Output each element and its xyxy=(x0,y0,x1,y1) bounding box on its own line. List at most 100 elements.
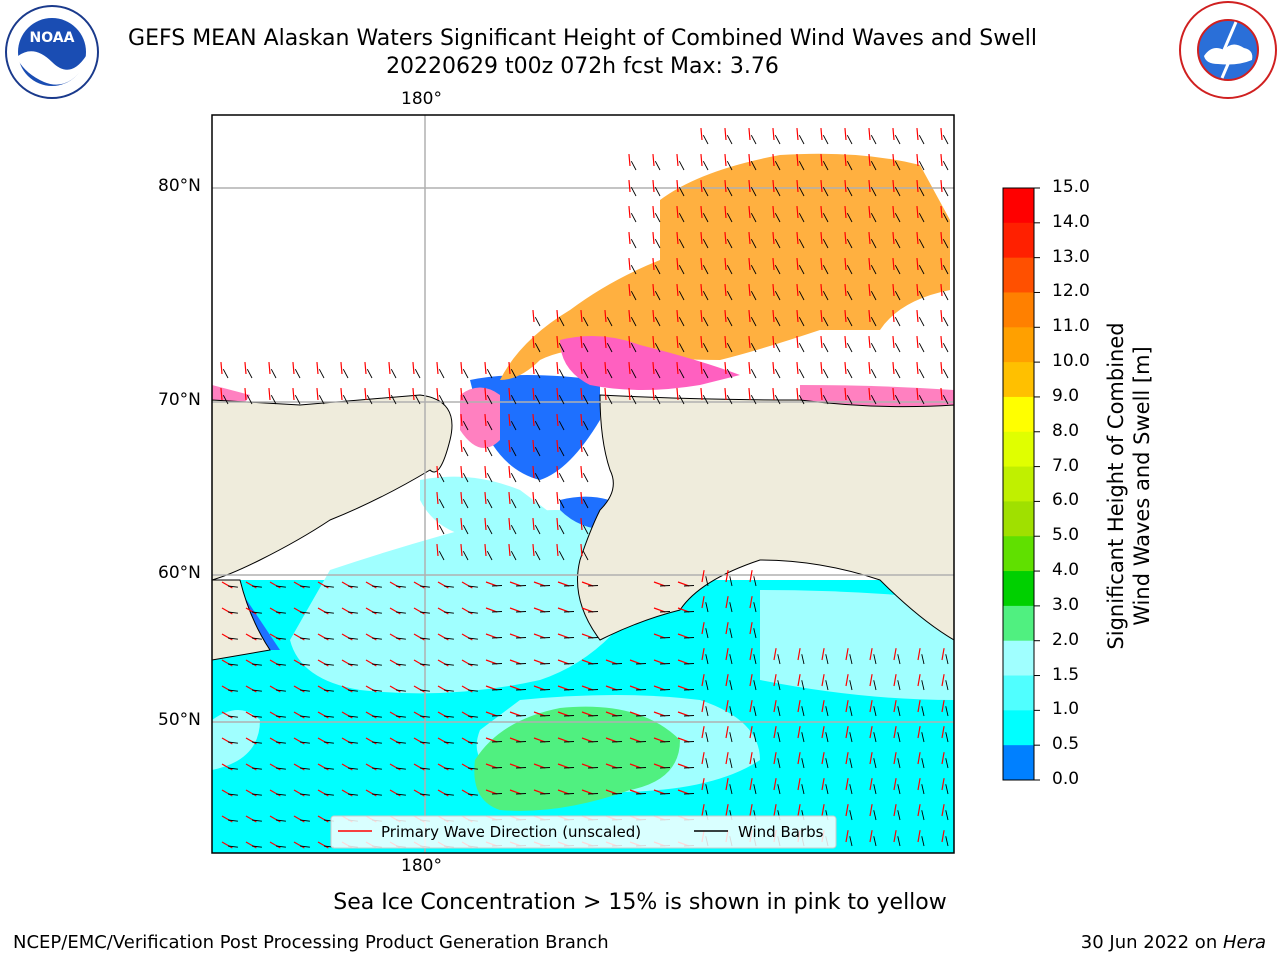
wave-arrow xyxy=(676,231,679,245)
wind-barb xyxy=(558,342,565,353)
wind-barb xyxy=(654,264,661,275)
wave-arrow xyxy=(389,633,401,641)
colorbar-tick-label: 0.5 xyxy=(1052,734,1080,755)
colorbar-tick-label: 11.0 xyxy=(1052,316,1090,337)
wave-arrow xyxy=(269,815,281,823)
wave-arrow xyxy=(772,309,775,323)
wind-barb xyxy=(563,715,575,717)
wind-barb xyxy=(683,637,695,639)
wind-barb xyxy=(918,368,925,379)
wind-barb xyxy=(227,689,238,692)
wave-arrow xyxy=(797,648,801,661)
wave-arrow xyxy=(940,257,943,271)
wind-barb xyxy=(798,264,805,275)
wave-arrow xyxy=(844,231,847,245)
wind-barb xyxy=(462,550,469,561)
wave-arrow xyxy=(269,659,281,667)
wind-barb xyxy=(726,316,733,327)
wind-barb xyxy=(659,663,671,665)
wave-arrow xyxy=(844,361,847,375)
wave-arrow xyxy=(773,674,777,687)
wave-arrow xyxy=(917,674,921,687)
wave-arrow xyxy=(700,205,703,219)
wave-arrow xyxy=(221,763,233,771)
wind-barb xyxy=(275,819,286,822)
wind-barb xyxy=(539,741,551,743)
wind-barb xyxy=(419,767,430,770)
wave-arrow xyxy=(940,309,943,323)
wind-barb xyxy=(846,368,853,379)
wind-barb xyxy=(587,637,599,639)
wave-arrow xyxy=(868,231,871,245)
wave-arrow xyxy=(892,335,895,349)
footer-left: NCEP/EMC/Verification Post Processing Pr… xyxy=(13,932,609,953)
wind-barb xyxy=(750,394,757,405)
wind-barb xyxy=(822,290,829,301)
wave-arrow xyxy=(749,726,753,739)
wave-arrow xyxy=(892,387,895,401)
wind-barb xyxy=(443,741,454,744)
wave-arrow xyxy=(845,674,849,687)
wind-barb xyxy=(870,238,877,249)
wind-barb xyxy=(825,732,829,743)
wind-barb xyxy=(438,524,445,535)
wave-arrow xyxy=(940,179,943,193)
wind-barb xyxy=(630,368,637,379)
wind-barb xyxy=(774,134,781,145)
colorbar-segment xyxy=(1003,675,1034,711)
wave-arrow xyxy=(845,752,849,765)
wave-arrow xyxy=(652,257,655,271)
wind-barb xyxy=(846,316,853,327)
wind-barb xyxy=(654,290,661,301)
wind-barb xyxy=(726,290,733,301)
wave-arrow xyxy=(700,153,703,167)
wind-barb xyxy=(510,394,517,405)
wave-arrow xyxy=(797,804,801,817)
wind-barb xyxy=(921,810,925,821)
wind-barb xyxy=(486,498,493,509)
wind-barb xyxy=(849,680,853,691)
wave-arrow xyxy=(293,815,305,823)
wind-barb xyxy=(419,715,430,718)
wind-barb xyxy=(582,342,589,353)
wave-arrow xyxy=(772,205,775,219)
wind-barb xyxy=(371,715,382,718)
wave-arrow xyxy=(460,491,463,505)
wave-arrow xyxy=(700,257,703,271)
wind-barb xyxy=(299,741,310,744)
wave-arrow xyxy=(341,711,353,719)
wave-arrow xyxy=(461,607,473,615)
wave-arrow xyxy=(796,309,799,323)
wind-barb xyxy=(750,264,757,275)
wind-barb xyxy=(798,212,805,223)
wind-barb xyxy=(491,793,503,795)
wind-barb xyxy=(491,611,503,613)
wind-barb xyxy=(270,368,277,379)
wind-barb xyxy=(705,602,709,613)
colorbar-label-line2: Wind Waves and Swell [m] xyxy=(1130,346,1154,626)
colorbar-tick-label: 4.0 xyxy=(1052,560,1080,581)
wave-arrow xyxy=(341,633,353,641)
wave-arrow xyxy=(389,607,401,615)
wave-arrow xyxy=(580,335,583,349)
wave-arrow xyxy=(725,596,729,609)
footer-right: 30 Jun 2022 on Hera xyxy=(1081,932,1266,953)
wind-barb xyxy=(582,550,589,561)
wind-barb xyxy=(515,793,527,795)
wave-arrow xyxy=(436,491,439,505)
wind-barb xyxy=(750,342,757,353)
wind-barb xyxy=(921,680,925,691)
wind-barb xyxy=(705,576,709,587)
wind-barb xyxy=(921,654,925,665)
wave-arrow xyxy=(461,685,473,693)
wind-barb xyxy=(918,212,925,223)
wind-barb xyxy=(678,290,685,301)
wind-barb xyxy=(678,342,685,353)
wave-arrow xyxy=(580,491,583,505)
wind-barb xyxy=(894,212,901,223)
wave-arrow xyxy=(820,309,823,323)
wind-barb xyxy=(563,689,575,691)
wave-arrow xyxy=(725,700,729,713)
wind-barb xyxy=(798,186,805,197)
wind-barb xyxy=(270,394,277,405)
